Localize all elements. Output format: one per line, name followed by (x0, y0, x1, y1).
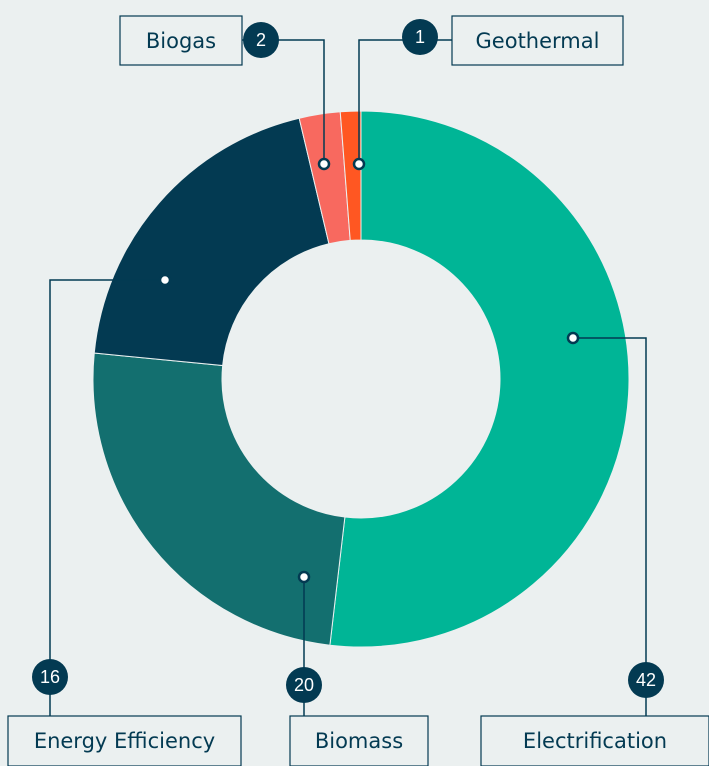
value-badge (628, 662, 664, 698)
label-box (7, 715, 242, 766)
leader-line (573, 337, 647, 716)
slice (92, 352, 346, 646)
leader-dot (158, 273, 172, 287)
category-label: Energy Efficiency (34, 729, 215, 753)
value-badge (243, 22, 279, 58)
category-label: Biogas (146, 29, 216, 53)
category-label: Geothermal (476, 29, 600, 53)
label-box (289, 715, 429, 766)
leader-dot (566, 331, 580, 345)
label-box (451, 15, 624, 66)
leader-dot (317, 157, 331, 171)
category-label: Biomass (315, 729, 403, 753)
slice (329, 110, 630, 648)
label-box (119, 15, 243, 66)
leader-line (49, 279, 165, 716)
category-label: Electrification (523, 729, 667, 753)
slice (339, 110, 362, 241)
value-label: 2 (256, 30, 266, 50)
leader-dot (352, 157, 366, 171)
leader-dot (297, 570, 311, 584)
value-label: 42 (636, 670, 656, 690)
label-box (480, 715, 709, 766)
value-badge (32, 659, 68, 695)
value-badge (286, 667, 322, 703)
value-badge (402, 19, 438, 55)
slice (93, 117, 330, 367)
value-label: 1 (415, 27, 425, 47)
value-label: 20 (294, 675, 314, 695)
value-label: 16 (40, 667, 60, 687)
